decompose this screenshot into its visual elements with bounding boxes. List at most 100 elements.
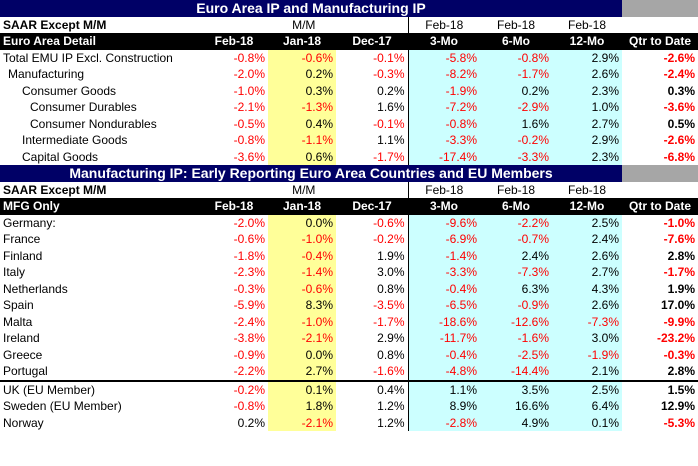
row-label: Netherlands: [3, 281, 68, 296]
value-cell: 0.2%: [377, 83, 405, 98]
value-cell: 2.8%: [667, 364, 695, 379]
table-row: Total EMU IP Excl. Construction -0.8% -0.6…: [0, 49, 698, 66]
value-cell: -1.9%: [407, 82, 480, 99]
value-cell: 1.9%: [377, 248, 405, 263]
saar-label: SAAR Except M/M: [0, 16, 200, 33]
column-header: Jan-18: [268, 33, 336, 50]
value-cell: -0.4%: [407, 280, 480, 297]
row-label: Consumer Goods: [22, 83, 117, 98]
value-cell: 1.1%: [377, 133, 405, 148]
value-cell: 0.8%: [377, 281, 405, 296]
value-cell: -1.7%: [373, 149, 405, 164]
value-cell: -3.5%: [373, 298, 405, 313]
period-label: Feb-18: [407, 181, 480, 198]
value-cell: -2.0%: [233, 67, 265, 82]
value-cell: -2.8%: [407, 414, 480, 431]
value-cell: -1.4%: [268, 264, 336, 281]
value-cell: -2.5%: [480, 346, 552, 363]
value-cell: 2.6%: [552, 247, 622, 264]
value-cell: 0.3%: [268, 82, 336, 99]
value-cell: 0.2%: [268, 66, 336, 83]
value-cell: 0.0%: [268, 214, 336, 231]
value-cell: 1.2%: [377, 399, 405, 414]
saar-label: SAAR Except M/M: [0, 181, 200, 198]
value-cell: -1.0%: [663, 215, 695, 230]
value-cell: 4.9%: [480, 414, 552, 431]
table-row: France -0.6% -1.0% -0.2% -6.9% -0.7% 2.4% -7.6%: [0, 231, 698, 248]
value-cell: -1.0%: [233, 83, 265, 98]
value-cell: 2.3%: [552, 148, 622, 165]
value-cell: -17.4%: [407, 148, 480, 165]
value-cell: -2.0%: [233, 215, 265, 230]
value-cell: -2.1%: [268, 414, 336, 431]
value-cell: -3.6%: [233, 149, 265, 164]
data-table-panel: Euro Area IP and Manufacturing IP SAAR Ex…: [0, 0, 698, 431]
value-cell: -1.6%: [373, 364, 405, 379]
value-cell: 2.7%: [552, 115, 622, 132]
value-cell: 2.6%: [552, 297, 622, 314]
value-cell: 2.8%: [667, 248, 695, 263]
row-label: UK (EU Member): [0, 379, 200, 398]
row-label: Spain: [3, 298, 34, 313]
value-cell: -12.6%: [480, 313, 552, 330]
value-cell: -0.2%: [200, 379, 268, 398]
value-cell: -0.8%: [407, 115, 480, 132]
value-cell: -0.8%: [480, 49, 552, 66]
value-cell: -1.6%: [480, 330, 552, 347]
value-cell: -2.2%: [480, 214, 552, 231]
value-cell: -6.9%: [407, 231, 480, 248]
value-cell: -0.8%: [233, 133, 265, 148]
value-cell: 6.4%: [552, 398, 622, 415]
table-row: Netherlands -0.3% -0.6% 0.8% -0.4% 6.3% 4.3% 1.…: [0, 280, 698, 297]
column-header: Qtr to Date: [622, 198, 698, 215]
row-label: Malta: [3, 314, 33, 329]
column-header: Feb-18: [200, 33, 268, 50]
column-header: Dec-17: [336, 33, 408, 50]
row-label: Manufacturing: [8, 67, 85, 82]
value-cell: 3.0%: [377, 265, 405, 280]
table-row: Portugal -2.2% 2.7% -1.6% -4.8% -14.4% 2.1% 2.8…: [0, 363, 698, 381]
row-label: Ireland: [3, 331, 40, 346]
value-cell: 0.2%: [480, 82, 552, 99]
value-cell: 1.2%: [377, 415, 405, 430]
value-cell: -9.9%: [663, 314, 695, 329]
value-cell: 0.6%: [268, 148, 336, 165]
period-label: Feb-18: [407, 16, 480, 33]
value-cell: 0.5%: [667, 116, 695, 131]
value-cell: -0.6%: [373, 215, 405, 230]
value-cell: -0.5%: [233, 116, 265, 131]
value-cell: 2.6%: [552, 66, 622, 83]
value-cell: 17.0%: [660, 298, 695, 313]
value-cell: -0.3%: [373, 67, 405, 82]
section-title-row: Euro Area IP and Manufacturing IP: [0, 0, 698, 17]
value-cell: -3.3%: [480, 148, 552, 165]
table-row: Greece -0.9% 0.0% 0.8% -0.4% -2.5% -1.9% -0.3%: [0, 346, 698, 363]
value-cell: 1.1%: [407, 379, 480, 398]
mm-label: M/M: [200, 181, 408, 198]
column-header: 3-Mo: [408, 198, 480, 215]
value-cell: -0.8%: [233, 50, 265, 65]
period-label: Feb-18: [480, 16, 552, 33]
value-cell: 0.3%: [667, 83, 695, 98]
row-label: Germany:: [3, 215, 56, 230]
value-cell: -1.1%: [268, 132, 336, 149]
value-cell: -0.3%: [663, 347, 695, 362]
value-cell: 2.1%: [552, 363, 622, 381]
value-cell: -1.7%: [480, 66, 552, 83]
value-cell: -2.6%: [663, 133, 695, 148]
row-label: Capital Goods: [22, 149, 99, 164]
value-cell: -6.5%: [407, 297, 480, 314]
value-cell: -1.7%: [663, 265, 695, 280]
value-cell: 2.3%: [552, 82, 622, 99]
value-cell: 0.0%: [268, 346, 336, 363]
table-row: Italy -2.3% -1.4% 3.0% -3.3% -7.3% 2.7% -1.7%: [0, 264, 698, 281]
row-header-label: MFG Only: [0, 198, 200, 215]
row-label: Finland: [3, 248, 43, 263]
value-cell: -9.6%: [407, 214, 480, 231]
value-cell: 1.8%: [268, 398, 336, 415]
table-row: Norway 0.2% -2.1% 1.2% -2.8% 4.9% 0.1% -5.3%: [0, 414, 698, 431]
value-cell: -0.6%: [233, 232, 265, 247]
value-cell: -2.2%: [233, 364, 265, 379]
row-label: Total EMU IP Excl. Construction: [3, 50, 173, 65]
column-header: Qtr to Date: [622, 33, 698, 50]
